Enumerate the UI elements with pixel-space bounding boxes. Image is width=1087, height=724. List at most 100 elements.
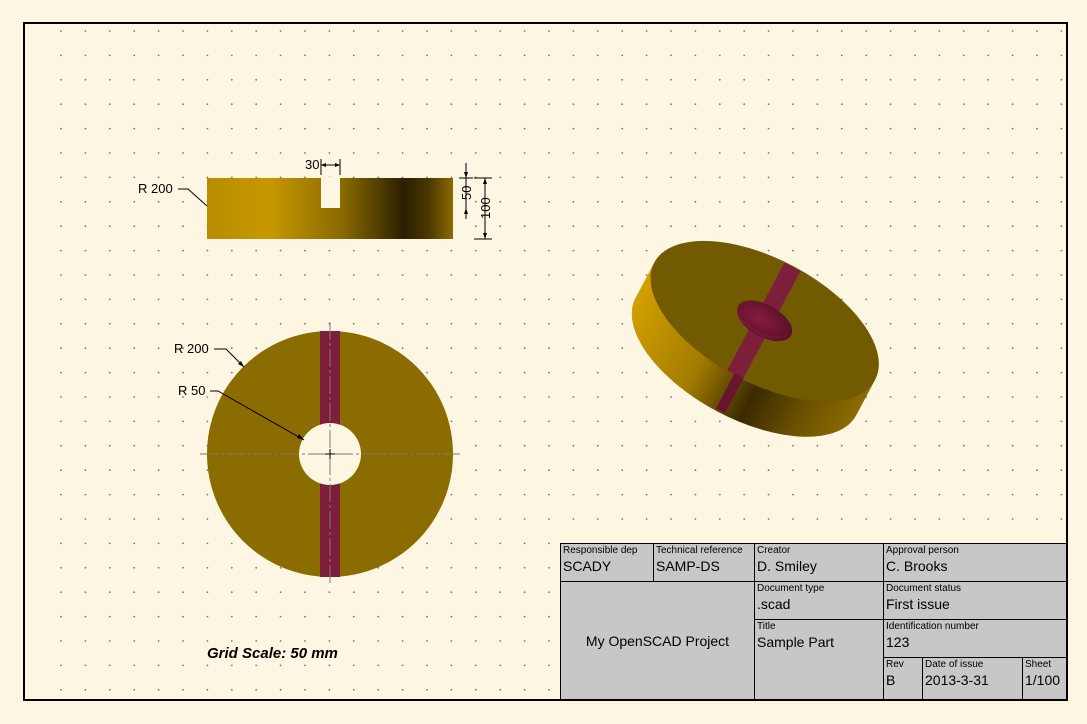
grid-dot xyxy=(108,566,111,569)
grid-dot xyxy=(1011,371,1014,374)
grid-dot xyxy=(182,200,184,203)
grid-dot xyxy=(1011,225,1014,228)
grid-dot xyxy=(792,103,794,106)
grid-dot xyxy=(1011,103,1014,106)
grid-dot xyxy=(596,469,599,472)
grid-dot xyxy=(157,371,160,374)
grid-dot xyxy=(279,688,282,691)
grid-dot xyxy=(548,566,550,569)
grid-dot xyxy=(450,566,453,569)
grid-dot xyxy=(328,78,331,81)
grid-dot xyxy=(328,640,331,642)
grid-dot xyxy=(962,78,965,81)
grid-dot xyxy=(279,152,282,154)
grid-dot xyxy=(474,200,477,203)
grid-dot xyxy=(474,322,477,325)
grid-dot xyxy=(84,493,87,496)
grid-dot xyxy=(572,274,575,276)
grid-dot xyxy=(1060,225,1063,228)
grid-dot xyxy=(108,200,111,203)
grid-dot xyxy=(133,298,136,301)
grid-dot xyxy=(840,103,843,106)
grid-dot xyxy=(499,54,502,57)
grid-dot xyxy=(304,274,306,276)
grid-dot xyxy=(499,152,502,154)
grid-dot xyxy=(962,322,965,325)
grid-dot xyxy=(450,322,453,325)
grid-dot xyxy=(474,566,477,569)
grid-dot xyxy=(572,200,575,203)
grid-dot xyxy=(108,322,111,325)
grid-dot xyxy=(840,127,843,130)
grid-dot xyxy=(157,249,160,252)
grid-dot xyxy=(1036,249,1038,252)
grid-dot xyxy=(474,249,477,252)
front-radius-leader xyxy=(178,188,208,207)
grid-dot xyxy=(523,640,526,642)
grid-dot xyxy=(352,54,355,57)
grid-dot xyxy=(596,249,599,252)
grid-dot xyxy=(182,274,184,276)
grid-dot xyxy=(108,664,111,667)
grid-dot xyxy=(1011,298,1014,301)
grid-dot xyxy=(767,103,770,106)
grid-dot xyxy=(474,54,477,57)
grid-dot xyxy=(182,127,184,130)
grid-dot xyxy=(523,396,526,398)
grid-dot xyxy=(914,322,916,325)
grid-dot xyxy=(426,542,428,545)
grid-dot xyxy=(792,30,794,32)
grid-dot xyxy=(60,127,62,130)
grid-dot xyxy=(987,469,990,472)
grid-dot xyxy=(304,249,306,252)
grid-dot xyxy=(328,249,331,252)
grid-dot xyxy=(1060,152,1063,154)
grid-dot xyxy=(548,127,550,130)
grid-dot xyxy=(108,152,111,154)
grid-dot xyxy=(1036,396,1038,398)
grid-dot xyxy=(450,54,453,57)
grid-dot xyxy=(84,591,87,594)
grid-dot xyxy=(962,274,965,276)
grid-dot xyxy=(255,176,258,179)
grid-dot xyxy=(670,225,672,228)
grid-dot xyxy=(60,518,62,520)
grid-dot xyxy=(84,615,87,618)
grid-dot xyxy=(1060,78,1063,81)
title-label: Title xyxy=(757,621,776,632)
grid-dot xyxy=(1036,274,1038,276)
grid-dot xyxy=(1011,396,1014,398)
grid-dot xyxy=(694,30,697,32)
grid-dot xyxy=(572,493,575,496)
grid-dot xyxy=(767,225,770,228)
grid-dot xyxy=(499,615,502,618)
grid-dot xyxy=(596,103,599,106)
grid-dot xyxy=(499,444,502,447)
grid-dot xyxy=(962,127,965,130)
grid-dot xyxy=(108,54,111,57)
grid-dot xyxy=(938,103,941,106)
grid-dot xyxy=(206,78,209,81)
grid-dot xyxy=(255,688,258,691)
grid-dot xyxy=(206,54,209,57)
grid-dot xyxy=(108,615,111,618)
grid-dot xyxy=(352,152,355,154)
grid-dot xyxy=(718,420,721,423)
grid-dot xyxy=(352,322,355,325)
grid-dot xyxy=(548,444,550,447)
grid-dot xyxy=(279,30,282,32)
grid-dot xyxy=(1036,103,1038,106)
grid-dot xyxy=(426,688,428,691)
grid-dot xyxy=(352,274,355,276)
grid-dot xyxy=(230,176,233,179)
document-type-cell: Document type .scad xyxy=(754,581,884,620)
grid-dot xyxy=(157,566,160,569)
grid-dot xyxy=(1060,127,1063,130)
grid-dot xyxy=(1036,298,1038,301)
grid-dot xyxy=(718,54,721,57)
grid-dot xyxy=(304,30,306,32)
grid-dot xyxy=(962,298,965,301)
grid-dot xyxy=(328,664,331,667)
grid-dot xyxy=(157,518,160,520)
title-value: Sample Part xyxy=(757,634,835,650)
